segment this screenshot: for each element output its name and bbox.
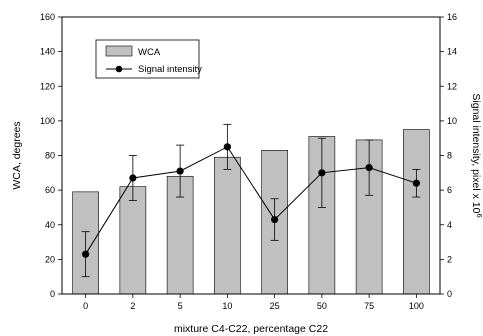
x-tick-label: 100: [409, 301, 424, 311]
x-axis-title: mixture C4-C22, percentage C22: [174, 323, 328, 335]
y-tick-label: 20: [45, 254, 55, 264]
y2-tick-label: 2: [447, 254, 452, 264]
bar-wca: [119, 186, 147, 295]
x-tick-label: 25: [270, 301, 280, 311]
x-tick-label: 75: [364, 301, 374, 311]
bar-wca: [403, 129, 430, 295]
x-tick-label: 5: [178, 301, 183, 311]
y2-tick-label: 10: [447, 116, 457, 126]
y-tick-label: 80: [45, 151, 55, 161]
signal-point: [271, 215, 279, 224]
y2-tick-label: 14: [447, 47, 457, 57]
signal-point: [365, 164, 373, 172]
signal-point: [82, 250, 90, 258]
legend: WCA Signal intensity: [95, 39, 202, 79]
signal-line: [85, 146, 417, 255]
y2-tick-label: 12: [447, 81, 457, 91]
y2-tick-label: 4: [447, 220, 452, 230]
y2-axis-title: Signal intensity, pixel x 106: [470, 93, 483, 217]
signal-point: [223, 143, 231, 151]
x-tick-label: 0: [83, 301, 88, 311]
bar-wca: [214, 156, 241, 295]
x-tick-label: 2: [130, 301, 135, 311]
y-tick-label: 60: [45, 185, 55, 195]
y-tick-label: 160: [40, 12, 55, 22]
y-tick-label: 120: [40, 81, 55, 91]
y2-tick-label: 8: [447, 151, 452, 161]
y-tick-label: 40: [45, 220, 55, 230]
signal-point: [318, 169, 326, 177]
y2-tick-label: 6: [447, 185, 452, 195]
legend-marker-signal: [115, 65, 123, 73]
y-tick-label: 100: [40, 116, 55, 126]
legend-label-signal: Signal intensity: [138, 64, 202, 75]
signal-point: [129, 174, 137, 182]
line-series-signal-intensity: [81, 123, 421, 278]
signal-point: [176, 167, 184, 175]
y2-axis-title-text: Signal intensity, pixel x 10: [470, 93, 482, 213]
y-tick-label: 0: [50, 289, 55, 299]
y2-tick-label: 0: [447, 289, 452, 299]
y-axis-title: WCA, degrees: [11, 121, 23, 189]
y-tick-label: 140: [40, 47, 55, 57]
y2-tick-label: 16: [447, 12, 457, 22]
y2-axis-title-superscript: 6: [475, 213, 483, 217]
legend-label-wca: WCA: [138, 47, 161, 58]
x-tick-label: 50: [317, 301, 327, 311]
x-tick-label: 10: [222, 301, 232, 311]
legend-swatch-wca: [105, 45, 133, 57]
signal-point: [412, 179, 420, 187]
